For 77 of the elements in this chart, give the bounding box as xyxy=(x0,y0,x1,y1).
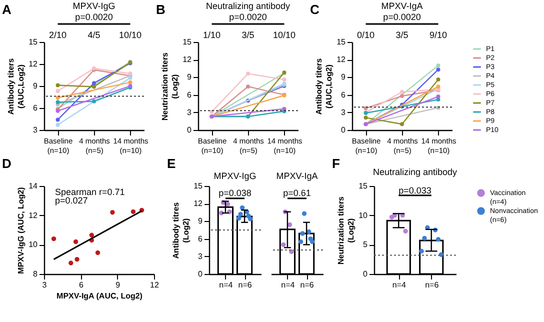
y-tick-label: 15 xyxy=(336,38,346,46)
y-axis-title: Neutrization titers (Log2) xyxy=(336,196,356,265)
annotation: p=0.038 xyxy=(218,188,252,198)
y-tick-label: 12 xyxy=(28,210,38,220)
text: p=0.0020 xyxy=(229,12,267,22)
y-tick-label: 3 xyxy=(187,108,192,117)
y-tick-label: 12 xyxy=(182,55,192,64)
y-tick-label: 6 xyxy=(33,104,38,112)
text: p=0.0020 xyxy=(383,12,421,22)
text: 2/10 xyxy=(49,30,67,40)
y-tick-label: 9 xyxy=(198,216,204,226)
annotation: p=0.033 xyxy=(398,186,432,196)
text: F xyxy=(332,156,340,171)
y-tick-label: 0 xyxy=(363,270,368,278)
y-tick-label: 15 xyxy=(182,38,192,46)
x-tick-label: 3 xyxy=(42,280,48,290)
y-tick-label: 5 xyxy=(363,240,368,250)
text: 3/5 xyxy=(242,30,254,40)
y-tick-label: 6 xyxy=(198,234,204,244)
text: 9/10 xyxy=(429,30,447,40)
y-tick-label: 6 xyxy=(187,90,192,100)
x-tick-label: n=4 xyxy=(392,280,406,290)
y-tick-label: 15 xyxy=(358,182,368,190)
annotation: Spearman r=0.71 xyxy=(55,186,125,197)
text: 10/10 xyxy=(272,30,296,40)
chart-title: MPXV-IgA xyxy=(381,1,423,11)
x-tick-label: n=6 xyxy=(300,280,314,290)
y-tick-label: 10 xyxy=(28,240,38,250)
chart-title: MPXV-IgA xyxy=(276,171,318,181)
annotation: p=0.027 xyxy=(55,196,88,206)
y-tick-label: 3 xyxy=(341,108,346,117)
text: 10/10 xyxy=(118,30,142,40)
y-axis-title: Neutrization titers (Log2) xyxy=(160,52,180,121)
x-tick-label: 6 xyxy=(78,280,84,290)
text: 4/5 xyxy=(88,30,100,40)
y-tick-label: 14 xyxy=(28,182,38,190)
chart-title: MPXV-IgG xyxy=(72,1,116,11)
y-tick-label: 0 xyxy=(198,270,204,278)
y-axis-title: Antibody titres (Log2) xyxy=(172,202,191,259)
x-axis-title: MPXV-IgA (AUC, Log2) xyxy=(56,292,143,300)
y-tick-label: 6 xyxy=(341,90,346,100)
y-tick-label: 0 xyxy=(187,126,192,134)
y-axis-title: Antibody titers (AUC,Log2) xyxy=(6,58,26,115)
chart-title: MPXV-IgG xyxy=(214,171,256,181)
text: C xyxy=(310,2,320,17)
y-tick-label: 15 xyxy=(194,182,204,190)
x-tick-label: n=6 xyxy=(238,280,252,290)
y-tick-label: 9 xyxy=(187,72,192,82)
text: 1/10 xyxy=(203,30,221,40)
y-tick-label: 8 xyxy=(33,270,38,278)
y-tick-label: 12 xyxy=(336,55,346,64)
x-tick-label: 12 xyxy=(150,280,160,290)
y-tick-label: 12 xyxy=(194,199,204,208)
chart-title: Neutralizing antibody xyxy=(206,1,291,11)
y-tick-label: 0 xyxy=(341,126,346,134)
x-tick-label: 9 xyxy=(116,280,121,290)
text: D xyxy=(2,156,12,171)
y-tick-label: 15 xyxy=(28,38,38,46)
y-axis-title: MPXV-IgG (AUC, Log2) xyxy=(16,186,26,274)
text: 3/5 xyxy=(396,30,408,40)
y-tick-label: 9 xyxy=(33,82,38,90)
y-axis-title: Antibody titers (AUC,Log2) xyxy=(314,58,334,115)
text: 0/10 xyxy=(357,30,375,40)
y-tick-label: 12 xyxy=(28,60,38,68)
text: A xyxy=(2,2,12,17)
y-tick-label: 3 xyxy=(198,252,204,261)
annotation: p=0.61 xyxy=(283,188,311,198)
x-tick-label: n=6 xyxy=(425,280,440,290)
y-tick-label: 3 xyxy=(33,126,38,134)
x-tick-label: n=4 xyxy=(219,280,234,290)
y-tick-label: 9 xyxy=(341,72,346,82)
x-tick-label: n=4 xyxy=(281,280,296,290)
text: E xyxy=(167,156,176,171)
text: B xyxy=(156,2,166,17)
text: p=0.0020 xyxy=(75,12,113,22)
y-tick-label: 10 xyxy=(358,210,368,220)
chart-title: Neutralizing antibody xyxy=(372,167,458,177)
